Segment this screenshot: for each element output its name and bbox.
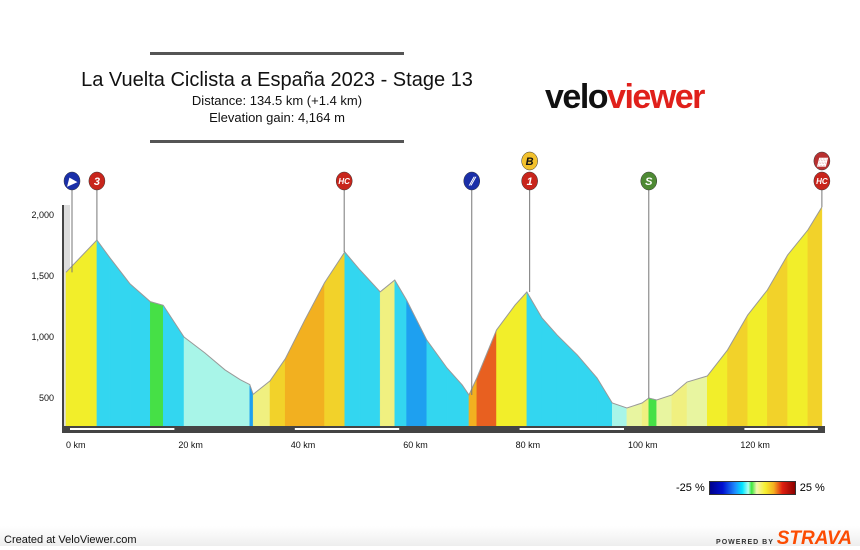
svg-text:▶: ▶	[67, 176, 78, 188]
svg-text:B: B	[526, 156, 534, 168]
profile-segment	[541, 317, 558, 429]
profile-segment	[706, 349, 728, 429]
x-tick-label: 0 km	[66, 440, 86, 450]
start-marker-icon[interactable]: ▶	[63, 171, 81, 191]
x-tick-label: 40 km	[291, 440, 316, 450]
powered-by-strava[interactable]: POWERED BY STRAVA	[716, 528, 852, 550]
y-tick-label: 1,500	[31, 271, 54, 281]
profile-segment	[204, 352, 226, 429]
profile-segment	[596, 377, 613, 429]
feed-zone-marker-icon[interactable]: ⫽	[463, 171, 481, 191]
cat-3-marker-icon[interactable]: 3	[88, 171, 106, 191]
profile-segment	[96, 239, 111, 429]
gradient-scale	[708, 481, 796, 495]
profile-segment	[787, 229, 809, 429]
svg-text:S: S	[645, 176, 653, 188]
x-tick-label: 100 km	[628, 440, 658, 450]
y-tick-label: 500	[39, 393, 54, 403]
svg-text:HC: HC	[338, 177, 350, 186]
profile-segment	[496, 304, 516, 429]
y-tick-label: 2,000	[31, 210, 54, 220]
created-link[interactable]: Created at VeloViewer.com	[4, 534, 137, 546]
svg-text:1: 1	[527, 176, 533, 188]
distance-bar-stripe	[744, 428, 818, 430]
profile-segment	[162, 304, 185, 429]
x-tick-label: 20 km	[178, 440, 203, 450]
distance-bar-stripe	[519, 428, 624, 430]
profile-segment	[379, 279, 396, 429]
profile-segment	[686, 375, 708, 429]
svg-text:⫽: ⫽	[468, 176, 477, 188]
profile-segment	[150, 301, 164, 429]
profile-segment	[359, 269, 381, 429]
footer	[0, 526, 860, 546]
legend-max: 25 %	[799, 482, 825, 494]
finish-flag-icon[interactable]: ▦	[813, 151, 831, 171]
distance-bar-stripe	[70, 428, 175, 430]
logo-part: velo	[545, 78, 609, 116]
profile-segment	[656, 394, 673, 429]
hc-finish-marker-icon[interactable]: HC	[813, 171, 831, 191]
profile-segment	[514, 291, 528, 429]
profile-segment	[109, 256, 131, 429]
sprint-marker-icon[interactable]: S	[640, 171, 658, 191]
profile-segment	[284, 319, 306, 429]
profile-segment	[394, 279, 407, 429]
elevation-chart: 0 km 20 km 40 km 60 km 80 km 100 km 120 km 2,00…	[31, 151, 831, 450]
divider	[150, 52, 404, 55]
profile-segment	[476, 329, 497, 429]
powered-label: POWERED BY	[716, 539, 774, 546]
x-tick-label: 120 km	[740, 440, 770, 450]
cat-1-marker-icon[interactable]: 1	[521, 171, 538, 191]
elevation-gain: Elevation gain: 4,164 m	[209, 110, 345, 125]
x-tick-label: 60 km	[403, 440, 428, 450]
legend-min: -25 %	[676, 482, 705, 494]
x-tick-label: 80 km	[516, 440, 541, 450]
gradient-legend: -25 % 25 %	[676, 481, 825, 495]
y-tick-label: 1,000	[31, 332, 54, 342]
profile-segment	[526, 291, 543, 429]
header: La Vuelta Ciclista a España 2023 - Stage…	[81, 52, 473, 143]
profile-segment	[461, 384, 470, 429]
veloviewer-logo[interactable]: veloviewer	[545, 78, 705, 117]
profile-segment	[807, 206, 823, 429]
logo-part: viewer	[607, 78, 705, 116]
strava-logo: STRAVA	[776, 528, 852, 549]
profile-segment	[344, 251, 361, 429]
page-title: La Vuelta Ciclista a España 2023 - Stage…	[81, 69, 473, 91]
profile-segment	[648, 397, 657, 429]
profile-segment	[767, 254, 788, 429]
distance-bar	[62, 426, 825, 433]
distance: Distance: 134.5 km (+1.4 km)	[191, 93, 363, 108]
svg-text:3: 3	[94, 176, 100, 188]
profile-segment	[556, 334, 578, 429]
bonus-icon[interactable]: B	[521, 151, 538, 171]
profile-segment	[129, 283, 151, 429]
profile-segment	[249, 384, 254, 429]
svg-text:HC: HC	[816, 177, 828, 186]
svg-text:▦: ▦	[817, 156, 829, 168]
profile-segment	[304, 282, 325, 429]
hc-marker-icon[interactable]: HC	[335, 171, 353, 191]
profile-outline	[65, 206, 823, 409]
divider	[150, 140, 404, 143]
distance-bar-stripe	[294, 428, 400, 430]
profile-segment	[239, 379, 251, 429]
